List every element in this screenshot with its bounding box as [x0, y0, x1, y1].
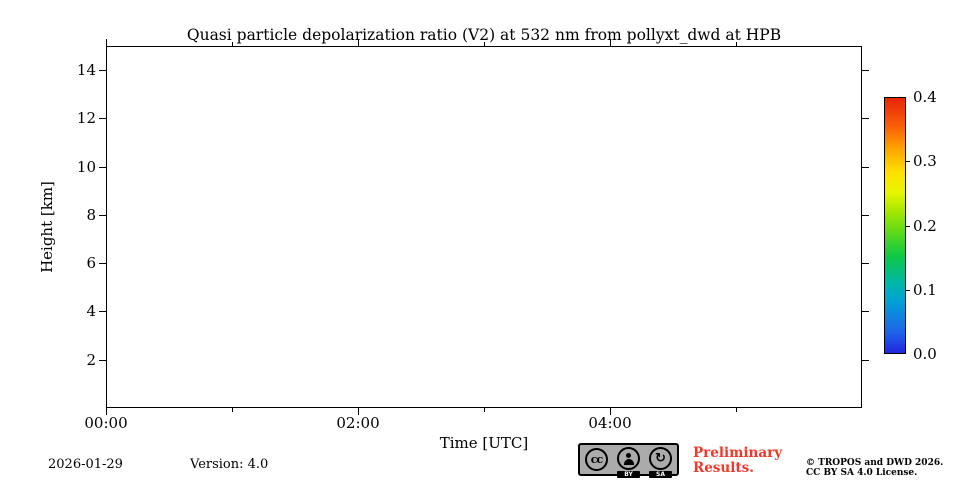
cc-by-group: BY	[617, 447, 640, 478]
x-minor-tick	[484, 408, 485, 412]
cc-by-person-icon	[617, 447, 640, 470]
x-minor-tick	[736, 408, 737, 412]
colorbar-tick-label: 0.2	[913, 217, 937, 235]
y-major-tick-right	[862, 167, 869, 168]
cc-sa-group: ↻ SA	[649, 447, 672, 478]
cc-license-badge: cc BY ↻ SA	[578, 443, 679, 478]
x-tick-label: 02:00	[336, 414, 380, 432]
cc-logo-icon: cc	[585, 448, 608, 471]
y-tick-label: 4	[86, 302, 96, 320]
x-tick-label: 00:00	[84, 414, 128, 432]
y-major-tick-right	[862, 70, 869, 71]
x-major-tick-top	[610, 39, 611, 46]
y-major-tick	[99, 167, 106, 168]
x-minor-tick-top	[484, 42, 485, 46]
y-major-tick	[99, 311, 106, 312]
y-major-tick	[99, 263, 106, 264]
y-axis-label: Height [km]	[38, 181, 56, 273]
cc-by-label: BY	[617, 471, 640, 478]
version-label: Version: 4.0	[190, 457, 269, 472]
colorbar-tick-label: 0.4	[913, 88, 937, 106]
copyright-line1: © TROPOS and DWD 2026.	[806, 458, 944, 468]
y-tick-label: 8	[86, 206, 96, 224]
plot-area	[106, 46, 862, 408]
y-major-tick	[99, 118, 106, 119]
cc-sa-glyph: ↻	[655, 451, 666, 466]
y-tick-label: 14	[76, 61, 96, 79]
cc-logo-text: cc	[590, 453, 603, 466]
colorbar-tick-label: 0.1	[913, 281, 937, 299]
colorbar-tick	[906, 226, 910, 227]
chart-title: Quasi particle depolarization ratio (V2)…	[186, 26, 782, 44]
colorbar-tick	[906, 290, 910, 291]
x-major-tick-top	[106, 39, 107, 46]
y-tick-label: 6	[86, 254, 96, 272]
x-major-tick	[610, 408, 611, 415]
y-major-tick-right	[862, 311, 869, 312]
colorbar-tick-label: 0.0	[913, 345, 937, 363]
x-axis-label: Time [UTC]	[439, 434, 529, 452]
y-major-tick	[99, 215, 106, 216]
copyright-note: © TROPOS and DWD 2026. CC BY SA 4.0 Lice…	[806, 458, 943, 478]
y-major-tick-right	[862, 215, 869, 216]
cc-sa-arrow-icon: ↻	[649, 447, 672, 470]
x-tick-label: 04:00	[588, 414, 632, 432]
cc-sa-label: SA	[649, 471, 672, 478]
y-major-tick	[99, 70, 106, 71]
x-major-tick	[358, 408, 359, 415]
y-major-tick-right	[862, 263, 869, 264]
x-major-tick	[106, 408, 107, 415]
colorbar-tick-label: 0.3	[913, 152, 937, 170]
y-tick-label: 10	[76, 158, 96, 176]
colorbar-tick	[906, 161, 910, 162]
x-major-tick-top	[358, 39, 359, 46]
y-tick-label: 2	[86, 351, 96, 369]
x-minor-tick	[232, 408, 233, 412]
copyright-line2: CC BY SA 4.0 License.	[806, 468, 918, 478]
colorbar	[884, 97, 906, 354]
measurement-date: 2026-01-29	[48, 457, 123, 472]
y-major-tick-right	[862, 360, 869, 361]
y-major-tick-right	[862, 118, 869, 119]
y-major-tick	[99, 360, 106, 361]
x-minor-tick-top	[736, 42, 737, 46]
y-tick-label: 12	[76, 109, 96, 127]
preliminary-results-note: Preliminary Results.	[693, 445, 783, 476]
x-minor-tick-top	[232, 42, 233, 46]
